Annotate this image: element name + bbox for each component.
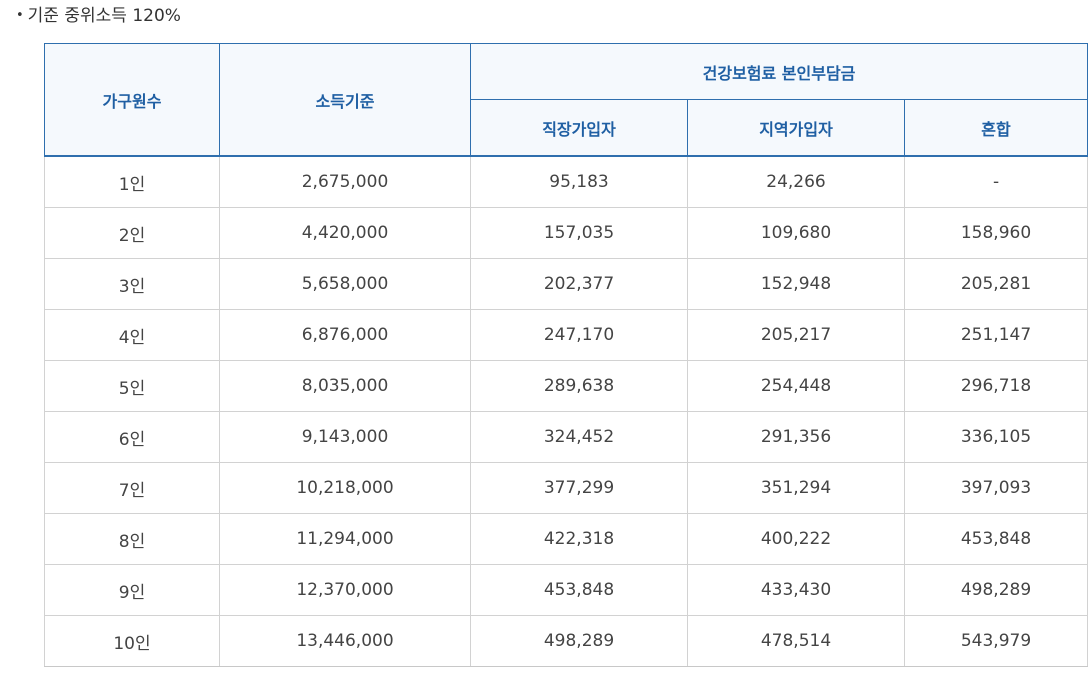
cell-household: 4인 xyxy=(44,309,220,361)
cell-mixed: 158,960 xyxy=(903,207,1089,259)
cell-mixed: 397,093 xyxy=(903,462,1089,514)
table-row: 7인 10,218,000 377,299 351,294 397,093 xyxy=(44,462,1089,514)
cell-household: 6인 xyxy=(44,411,220,463)
cell-employee: 498,289 xyxy=(470,615,688,667)
header-household: 가구원수 xyxy=(44,43,220,157)
cell-mixed: 251,147 xyxy=(903,309,1089,361)
cell-employee: 324,452 xyxy=(470,411,688,463)
cell-income: 4,420,000 xyxy=(219,207,471,259)
cell-mixed: 453,848 xyxy=(903,513,1089,565)
cell-employee: 422,318 xyxy=(470,513,688,565)
header-premium-group: 건강보험료 본인부담금 xyxy=(469,43,1089,100)
cell-mixed: 498,289 xyxy=(903,564,1089,616)
cell-regional: 205,217 xyxy=(687,309,905,361)
table-row: 2인 4,420,000 157,035 109,680 158,960 xyxy=(44,207,1089,259)
table-row: 8인 11,294,000 422,318 400,222 453,848 xyxy=(44,513,1089,565)
cell-regional: 291,356 xyxy=(687,411,905,463)
cell-income: 10,218,000 xyxy=(219,462,471,514)
cell-household: 3인 xyxy=(44,258,220,310)
header-mixed: 혼합 xyxy=(903,99,1089,157)
header-income: 소득기준 xyxy=(219,43,471,157)
cell-regional: 24,266 xyxy=(687,155,905,208)
cell-regional: 351,294 xyxy=(687,462,905,514)
cell-income: 13,446,000 xyxy=(219,615,471,667)
income-premium-table: 가구원수 소득기준 건강보험료 본인부담금 직장가입자 지역가입자 혼합 1인 … xyxy=(44,43,1089,667)
cell-employee: 377,299 xyxy=(470,462,688,514)
cell-income: 8,035,000 xyxy=(219,360,471,412)
cell-household: 5인 xyxy=(44,360,220,412)
cell-employee: 157,035 xyxy=(470,207,688,259)
cell-mixed: - xyxy=(903,155,1089,208)
cell-employee: 247,170 xyxy=(470,309,688,361)
cell-income: 5,658,000 xyxy=(219,258,471,310)
cell-employee: 453,848 xyxy=(470,564,688,616)
cell-regional: 433,430 xyxy=(687,564,905,616)
table-row: 1인 2,675,000 95,183 24,266 - xyxy=(44,155,1089,208)
cell-employee: 289,638 xyxy=(470,360,688,412)
caption-text: 기준 중위소득 120% xyxy=(27,6,181,26)
cell-mixed: 205,281 xyxy=(903,258,1089,310)
cell-regional: 254,448 xyxy=(687,360,905,412)
header-employee: 직장가입자 xyxy=(470,99,688,157)
cell-regional: 152,948 xyxy=(687,258,905,310)
table-row: 9인 12,370,000 453,848 433,430 498,289 xyxy=(44,564,1089,616)
bullet-icon: • xyxy=(16,8,24,23)
cell-mixed: 543,979 xyxy=(903,615,1089,667)
table-row: 10인 13,446,000 498,289 478,514 543,979 xyxy=(44,615,1089,667)
table-caption: • 기준 중위소득 120% xyxy=(16,5,181,27)
cell-income: 11,294,000 xyxy=(219,513,471,565)
table-row: 5인 8,035,000 289,638 254,448 296,718 xyxy=(44,360,1089,412)
cell-income: 12,370,000 xyxy=(219,564,471,616)
table-body: 1인 2,675,000 95,183 24,266 - 2인 4,420,00… xyxy=(44,155,1089,667)
cell-mixed: 336,105 xyxy=(903,411,1089,463)
cell-household: 8인 xyxy=(44,513,220,565)
cell-income: 2,675,000 xyxy=(219,155,471,208)
cell-household: 1인 xyxy=(44,155,220,208)
cell-regional: 478,514 xyxy=(687,615,905,667)
table-row: 3인 5,658,000 202,377 152,948 205,281 xyxy=(44,258,1089,310)
cell-household: 9인 xyxy=(44,564,220,616)
cell-household: 10인 xyxy=(44,615,220,667)
cell-regional: 109,680 xyxy=(687,207,905,259)
table-row: 4인 6,876,000 247,170 205,217 251,147 xyxy=(44,309,1089,361)
cell-employee: 95,183 xyxy=(470,155,688,208)
cell-income: 6,876,000 xyxy=(219,309,471,361)
cell-household: 7인 xyxy=(44,462,220,514)
cell-regional: 400,222 xyxy=(687,513,905,565)
cell-mixed: 296,718 xyxy=(903,360,1089,412)
header-regional: 지역가입자 xyxy=(687,99,905,157)
cell-income: 9,143,000 xyxy=(219,411,471,463)
cell-household: 2인 xyxy=(44,207,220,259)
table-header: 가구원수 소득기준 건강보험료 본인부담금 직장가입자 지역가입자 혼합 xyxy=(44,43,1089,157)
table-row: 6인 9,143,000 324,452 291,356 336,105 xyxy=(44,411,1089,463)
cell-employee: 202,377 xyxy=(470,258,688,310)
